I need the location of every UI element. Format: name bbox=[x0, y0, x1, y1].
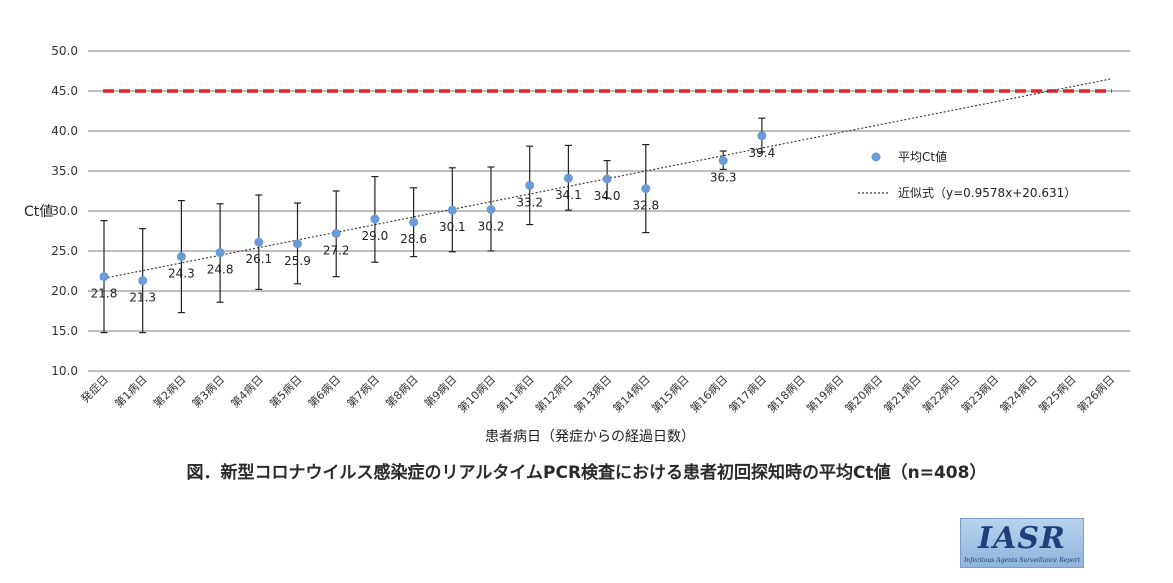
data-point bbox=[757, 131, 767, 141]
data-point bbox=[176, 252, 186, 262]
x-tick-label: 第6病日 bbox=[305, 372, 343, 410]
y-tick-label: 10.0 bbox=[51, 364, 78, 378]
x-tick-label: 第1病日 bbox=[112, 372, 150, 410]
data-labels: 21.8 21.3 24.3 24.8 26.1 25.9 27.2 29.0 28.6 30.1… bbox=[91, 146, 776, 305]
data-label: 30.2 bbox=[478, 219, 505, 233]
x-tick-label: 第24病日 bbox=[997, 372, 1040, 415]
x-tick-label: 第8病日 bbox=[383, 372, 421, 410]
data-point bbox=[370, 214, 380, 224]
data-point bbox=[215, 248, 225, 258]
data-point bbox=[563, 173, 573, 183]
x-tick-label: 第10病日 bbox=[455, 372, 498, 415]
x-tick-label: 第5病日 bbox=[266, 372, 304, 410]
data-point bbox=[138, 276, 148, 286]
legend-label-mean: 平均Ct値 bbox=[898, 149, 947, 164]
data-point bbox=[602, 174, 612, 184]
data-label: 24.3 bbox=[168, 267, 195, 281]
x-tick-label: 第19病日 bbox=[803, 372, 846, 415]
y-tick-label: 40.0 bbox=[51, 124, 78, 138]
data-point bbox=[447, 205, 457, 215]
y-tick-label: 35.0 bbox=[51, 164, 78, 178]
data-point bbox=[99, 272, 109, 282]
data-label: 30.1 bbox=[439, 220, 466, 234]
data-label: 28.6 bbox=[400, 232, 427, 246]
x-tick-label: 第26病日 bbox=[1074, 372, 1117, 415]
x-axis-label: 患者病日（発症からの経過日数） bbox=[485, 429, 695, 445]
legend-label-trendline: 近似式（y=0.9578x+20.631） bbox=[898, 186, 1076, 200]
x-tick-label: 第18病日 bbox=[765, 372, 808, 415]
data-label: 29.0 bbox=[362, 229, 389, 243]
x-tick-label: 第25病日 bbox=[1035, 372, 1078, 415]
x-tick-label: 第16病日 bbox=[687, 372, 730, 415]
data-label: 34.0 bbox=[594, 189, 621, 203]
legend-marker-mean bbox=[871, 152, 881, 162]
data-point bbox=[293, 239, 302, 249]
x-tick-label: 第3病日 bbox=[189, 372, 227, 410]
x-tick-label: 第23病日 bbox=[958, 372, 1001, 415]
x-tick-label: 第7病日 bbox=[344, 372, 382, 410]
y-tick-labels: 10.0 15.0 20.0 25.0 30.0 35.0 40.0 45.0 50.0 bbox=[51, 44, 78, 378]
error-bars bbox=[100, 117, 766, 334]
y-tick-label: 50.0 bbox=[51, 44, 78, 58]
x-tick-label: 第17病日 bbox=[726, 372, 769, 415]
data-label: 25.9 bbox=[284, 254, 311, 268]
y-tick-label: 25.0 bbox=[51, 244, 78, 258]
y-axis-label: Ct値 bbox=[24, 204, 53, 220]
x-tick-label: 第11病日 bbox=[494, 372, 537, 415]
data-label: 32.8 bbox=[632, 199, 659, 213]
data-point bbox=[409, 217, 419, 227]
data-point bbox=[641, 184, 651, 194]
x-tick-label: 第4病日 bbox=[228, 372, 266, 410]
y-tick-label: 15.0 bbox=[51, 324, 78, 338]
x-tick-labels: 発症日 第1病日 第2病日 第3病日 第4病日 第5病日 第6病日 第7病日 第8病日 第9病日第… bbox=[78, 372, 1117, 415]
data-point bbox=[254, 237, 264, 247]
data-label: 33.2 bbox=[516, 195, 543, 209]
y-tick-label: 45.0 bbox=[51, 84, 78, 98]
gridlines bbox=[88, 50, 1130, 372]
x-tick-label: 第13病日 bbox=[571, 372, 614, 415]
x-tick-label: 第14病日 bbox=[610, 372, 653, 415]
data-label: 24.8 bbox=[207, 263, 234, 277]
x-tick-label: 第22病日 bbox=[919, 372, 962, 415]
data-point bbox=[525, 180, 535, 190]
data-label: 21.8 bbox=[91, 287, 118, 301]
chart: 10.0 15.0 20.0 25.0 30.0 35.0 40.0 45.0 50.0 21.… bbox=[24, 44, 1130, 445]
y-tick-label: 30.0 bbox=[51, 204, 78, 218]
data-label: 27.2 bbox=[323, 243, 350, 257]
data-label: 39.4 bbox=[749, 146, 776, 160]
x-tick-label: 第9病日 bbox=[421, 372, 459, 410]
data-label: 26.1 bbox=[245, 252, 272, 266]
x-tick-label: 第20病日 bbox=[842, 372, 885, 415]
data-point bbox=[331, 228, 341, 238]
figure-caption: 図．新型コロナウイルス感染症のリアルタイムPCR検査における患者初回探知時の平均… bbox=[186, 463, 987, 483]
data-label: 34.1 bbox=[555, 188, 582, 202]
x-tick-label: 第21病日 bbox=[881, 372, 924, 415]
iasr-logo: IASR Infectious Agents Surveillance Repo… bbox=[960, 518, 1084, 568]
data-point bbox=[486, 204, 496, 214]
data-points bbox=[99, 131, 767, 286]
x-tick-label: 第15病日 bbox=[648, 372, 691, 415]
logo-subtitle: Infectious Agents Surveillance Report bbox=[964, 557, 1080, 564]
logo-title: IASR bbox=[978, 521, 1066, 556]
data-point bbox=[718, 156, 728, 166]
data-label: 21.3 bbox=[129, 291, 156, 305]
data-label: 36.3 bbox=[710, 171, 737, 185]
x-tick-label: 第12病日 bbox=[532, 372, 575, 415]
x-tick-label: 第2病日 bbox=[150, 372, 188, 410]
y-tick-label: 20.0 bbox=[51, 284, 78, 298]
x-tick-label: 発症日 bbox=[78, 372, 111, 405]
legend: 平均Ct値 近似式（y=0.9578x+20.631） bbox=[858, 149, 1076, 200]
